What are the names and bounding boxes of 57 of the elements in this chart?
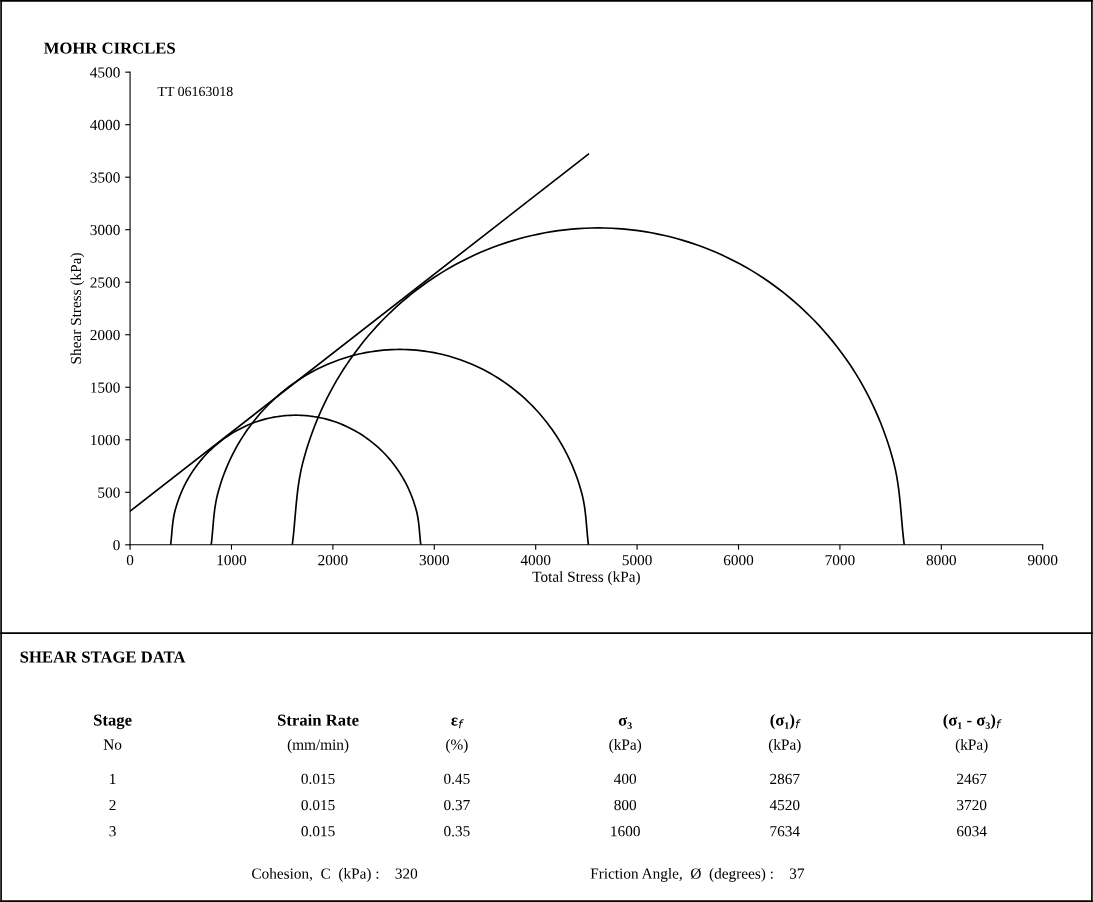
text: Friction Angle, Ø (degrees) : 37 [590, 867, 805, 882]
x-tick-label: 9000 [1027, 554, 1058, 566]
y-tick-label: 1500 [91, 382, 120, 393]
text: (kPa) [955, 739, 988, 753]
text: (σ₁ - σ₃)$_{f}$ [943, 713, 1002, 730]
text: 800 [614, 799, 637, 811]
text: σ₃ [618, 716, 632, 730]
x-tick-label: 2000 [318, 554, 348, 566]
text: SHEAR STAGE DATA [20, 651, 186, 663]
x-tick-label: 8000 [926, 554, 957, 566]
text: Strain Rate [277, 714, 359, 726]
x-tick-label: 5000 [622, 554, 652, 566]
text: 0.015 [301, 773, 335, 785]
text: 3 [109, 826, 116, 837]
chart-title: MOHR CIRCLES [44, 42, 175, 54]
text: No [103, 739, 122, 750]
text: 400 [614, 773, 637, 785]
y-tick-label: 3000 [90, 224, 120, 236]
text: (%) [446, 739, 468, 753]
y-tick-label: 0 [113, 539, 120, 551]
x-tick-label: 3000 [419, 554, 449, 566]
x-tick-label: 0 [126, 554, 134, 566]
x-axis-title: Total Stress (kPa) [532, 571, 640, 586]
text: 0.45 [444, 773, 470, 785]
text: (kPa) [768, 739, 801, 753]
y-tick-label: 3500 [90, 172, 120, 183]
y-tick-label: 4500 [90, 67, 120, 78]
text: (σ₁)$_{f}$ [770, 713, 801, 730]
text: 2467 [957, 773, 987, 785]
text: 6034 [957, 826, 987, 837]
text: 3720 [957, 799, 987, 811]
y-tick-label: 4000 [90, 119, 120, 131]
text: 4520 [769, 799, 800, 811]
y-tick-label: 1000 [91, 434, 120, 446]
x-tick-label: 1000 [217, 554, 247, 566]
text: (mm/min) [287, 739, 349, 753]
y-axis-title: Shear Stress (kPa) [70, 253, 85, 364]
text: ε$_{f}$ [451, 717, 464, 729]
x-tick-label: 4000 [520, 554, 551, 566]
text: 7634 [770, 826, 800, 837]
y-tick-label: 500 [98, 487, 120, 498]
text: Stage [94, 714, 132, 730]
text: 2867 [770, 773, 800, 785]
text: 1600 [611, 826, 640, 837]
text: 2 [109, 799, 116, 811]
text: Cohesion, C (kPa) : 320 [252, 868, 418, 882]
text: (kPa) [609, 739, 642, 753]
text: 1 [110, 773, 116, 784]
y-tick-label: 2500 [90, 277, 120, 288]
y-tick-label: 2000 [90, 329, 120, 341]
annotation: TT 06163018 [157, 86, 233, 97]
text: 0.015 [301, 799, 335, 811]
x-tick-label: 6000 [723, 554, 754, 566]
x-tick-label: 7000 [825, 554, 855, 566]
text: 0.015 [301, 826, 335, 837]
text: 0.37 [444, 799, 470, 811]
text: 0.35 [444, 826, 470, 837]
